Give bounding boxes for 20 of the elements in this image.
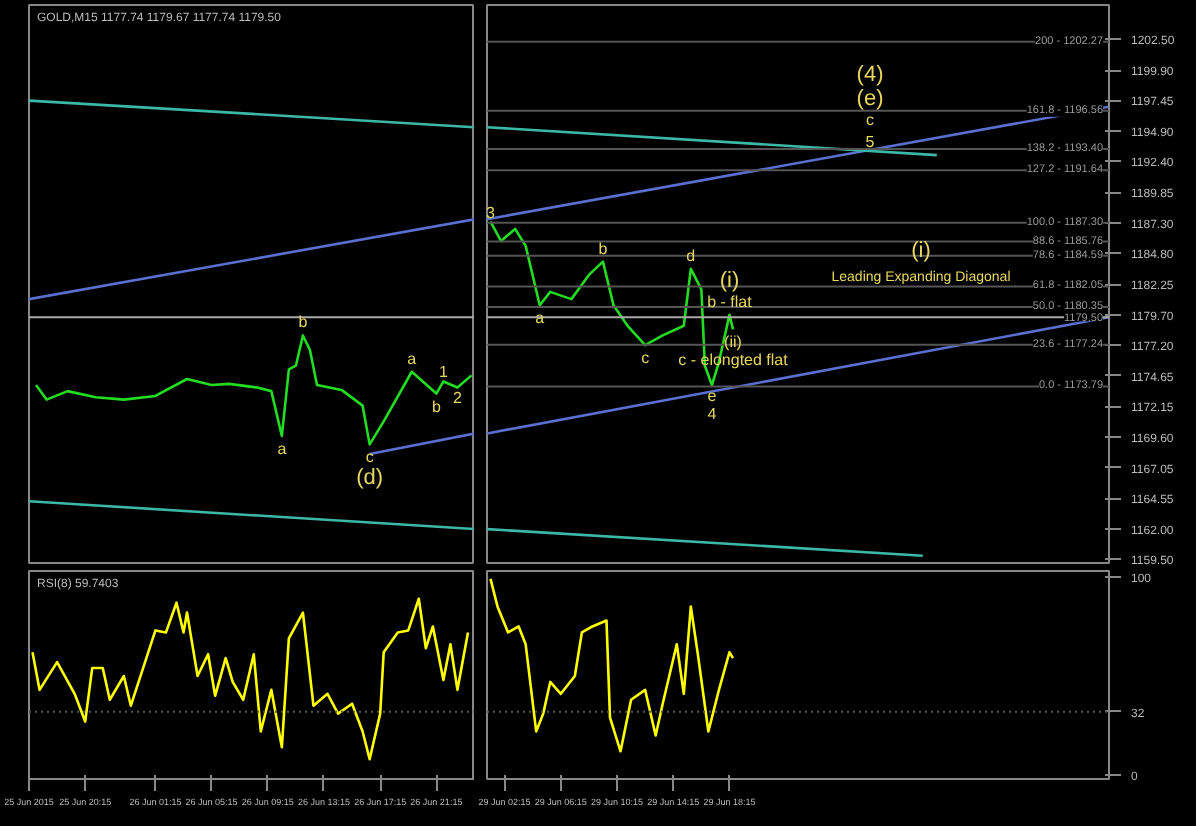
annotation: (d) <box>356 466 384 491</box>
annotation: (i) <box>911 239 931 263</box>
annotation: c <box>365 448 374 467</box>
annotation: b <box>598 239 609 258</box>
annotation: a <box>277 439 288 458</box>
annotation: b <box>431 397 442 416</box>
annotation: b <box>298 313 309 332</box>
annotation: 1 <box>438 363 449 382</box>
annotation: b - flat <box>707 292 754 311</box>
annotation: 4 <box>707 405 718 424</box>
annotation: c <box>866 110 875 129</box>
annotation: 2 <box>452 389 463 408</box>
annotation: c <box>641 349 650 368</box>
annotation: (ii) <box>724 333 743 352</box>
annotation: d <box>686 246 696 265</box>
annotation: (e) <box>856 86 884 111</box>
annotation: (4) <box>856 62 884 87</box>
annotation: 5 <box>865 132 876 151</box>
annotation: a <box>407 349 418 368</box>
annotation: (i) <box>719 268 740 293</box>
